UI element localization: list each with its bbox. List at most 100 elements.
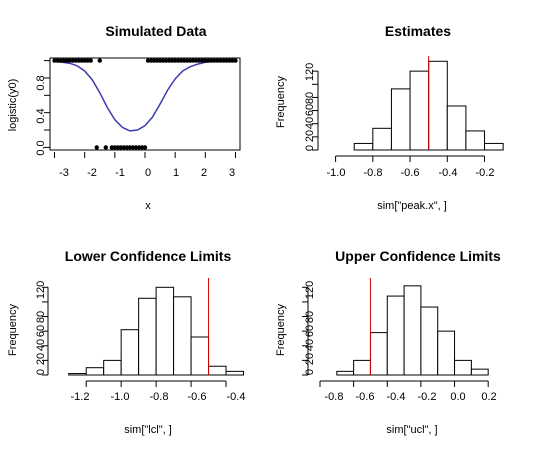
panel-1-x-tick-labels: -3 -2 -1 0 1 2 3 <box>59 167 235 179</box>
panel-4-x-tick: -0.6 <box>356 391 375 403</box>
panel-1-data-point <box>185 58 190 63</box>
panel-4-x-tick: 0.2 <box>481 391 496 403</box>
panel-4-histogram-bar <box>386 295 405 376</box>
panel-3-y-tick: 120 <box>35 281 47 299</box>
panel-1-data-point <box>136 145 142 150</box>
panel-2-y-tick: 40 <box>304 117 316 129</box>
panel-lower-confidence-limits: Lower Confidence Limits sim["lcl", ] Fre… <box>7 248 245 436</box>
panel-1-xlabel: x <box>145 200 151 212</box>
panel-1-y-tick-labels: 0.0 0.4 0.8 <box>35 75 47 155</box>
panel-1-data-point <box>224 58 229 63</box>
panel-1-data-point <box>218 58 223 63</box>
panel-4-histogram-bar <box>369 332 388 376</box>
panel-1-data-point <box>109 145 115 150</box>
panel-1-data-point <box>67 58 72 63</box>
panel-2-y-tick-labels: 0 20 40 60 80 120 <box>304 63 316 151</box>
panel-1-data-point <box>58 58 63 63</box>
panel-2-ylabel: Frequency <box>275 76 287 128</box>
panel-4-xlabel: sim["ucl", ] <box>386 424 437 436</box>
panel-1-data-point <box>188 58 193 63</box>
panel-1-data-point <box>212 58 217 63</box>
panel-1-data-point <box>124 145 130 150</box>
panel-1-data-point <box>175 58 181 63</box>
panel-3-histogram-bar <box>173 296 192 376</box>
panel-1-data-point <box>148 58 154 63</box>
panel-1-data-point <box>194 58 199 63</box>
panel-1-x-tick: 1 <box>173 167 179 179</box>
panel-4-histogram-bar <box>454 359 472 376</box>
panel-1-data-point <box>169 58 175 63</box>
panel-1-data-point <box>221 58 226 63</box>
panel-4-histogram-bar <box>336 370 355 376</box>
panel-1-data-point <box>82 58 87 63</box>
panel-1-data-point <box>130 145 136 150</box>
panel-3-histogram-bar <box>68 373 87 376</box>
panel-1-data-point <box>203 58 208 63</box>
panel-1-data-point <box>127 145 133 150</box>
panel-4-y-tick: 60 <box>304 325 316 337</box>
panel-3-y-tick: 40 <box>35 339 47 351</box>
panel-1-plot-box <box>49 57 241 151</box>
panel-3-x-tick: -0.6 <box>188 391 207 403</box>
panel-3-x-tick: -0.4 <box>227 391 246 403</box>
panel-1-x-tick: -1 <box>115 167 125 179</box>
panel-4-title: Upper Confidence Limits <box>335 248 501 264</box>
panel-1-ylabel: logistic(y0) <box>7 79 19 132</box>
panel-1-data-point <box>139 145 145 150</box>
panel-3-histogram-bar <box>225 370 244 376</box>
panel-1-data-point <box>200 58 205 63</box>
panel-1-data-point <box>163 58 169 63</box>
panel-1-data-point <box>55 58 60 63</box>
panel-2-y-tick: 0 <box>304 145 316 151</box>
panel-2-x-tick: -0.2 <box>476 167 495 179</box>
panel-4-y-tick-labels: 0 20 40 60 80 120 <box>304 281 316 375</box>
panel-3-x-tick: -1.2 <box>71 391 90 403</box>
chart-marks <box>42 56 504 387</box>
panel-1-data-point <box>61 58 66 63</box>
panel-1-data-point <box>157 58 163 63</box>
panel-3-y-tick: 20 <box>35 353 47 365</box>
panel-2-x-tick: -1.0 <box>327 167 346 179</box>
panel-3-histogram-bar <box>85 367 105 376</box>
panel-2-histogram-bar <box>428 60 448 151</box>
panel-1-data-point <box>230 58 235 63</box>
panel-1-data-point <box>233 58 238 63</box>
panel-1-data-point <box>178 58 184 63</box>
panel-3-y-tick: 0 <box>35 369 47 375</box>
panel-1-x-tick: 3 <box>229 167 235 179</box>
panel-2-histogram-bar <box>484 142 504 151</box>
panel-2-histogram-bar <box>372 127 392 151</box>
panel-1-data-point <box>64 58 69 63</box>
panel-4-y-tick: 0 <box>304 369 316 375</box>
panel-1-data-point <box>151 58 157 63</box>
panel-1-data-point <box>88 58 93 63</box>
panel-2-x-tick-labels: -1.0 -0.8 -0.6 -0.4 -0.2 <box>327 167 495 179</box>
panel-2-y-tick: 60 <box>304 104 316 116</box>
panel-3-x-tick: -0.8 <box>150 391 169 403</box>
panel-4-ylabel: Frequency <box>275 304 287 356</box>
panel-2-title: Estimates <box>385 23 451 39</box>
panel-1-data-point <box>182 58 187 63</box>
panel-4-x-tick: -0.4 <box>387 391 406 403</box>
panel-2-histogram-bar <box>409 70 430 151</box>
panel-1-data-point <box>97 58 102 63</box>
panel-1-data-point <box>79 58 84 63</box>
panel-1-data-point <box>145 58 151 63</box>
panel-1-data-point <box>52 58 57 63</box>
panel-1-data-point <box>154 58 160 63</box>
panel-4-x-tick: -0.8 <box>325 391 344 403</box>
panel-1-y-tick: 0.0 <box>35 140 47 155</box>
panel-4-y-tick: 120 <box>304 281 316 299</box>
panel-1-data-point <box>103 145 108 150</box>
panel-4-y-tick: 20 <box>304 353 316 365</box>
panel-4-x-tick-labels: -0.8 -0.6 -0.4 -0.2 0.0 0.2 <box>325 391 497 403</box>
panel-4-histogram-bar <box>403 285 422 376</box>
panel-1-data-point <box>166 58 172 63</box>
panel-1-data-point <box>85 58 90 63</box>
panel-3-ylabel: Frequency <box>7 304 19 356</box>
panel-1-data-point <box>142 145 148 150</box>
panel-1-data-point <box>73 58 78 63</box>
panel-1-data-point <box>121 145 127 150</box>
panel-estimates: Estimates sim["peak.x", ] Frequency -1.0… <box>275 23 494 212</box>
panel-1-x-tick: -2 <box>87 167 97 179</box>
